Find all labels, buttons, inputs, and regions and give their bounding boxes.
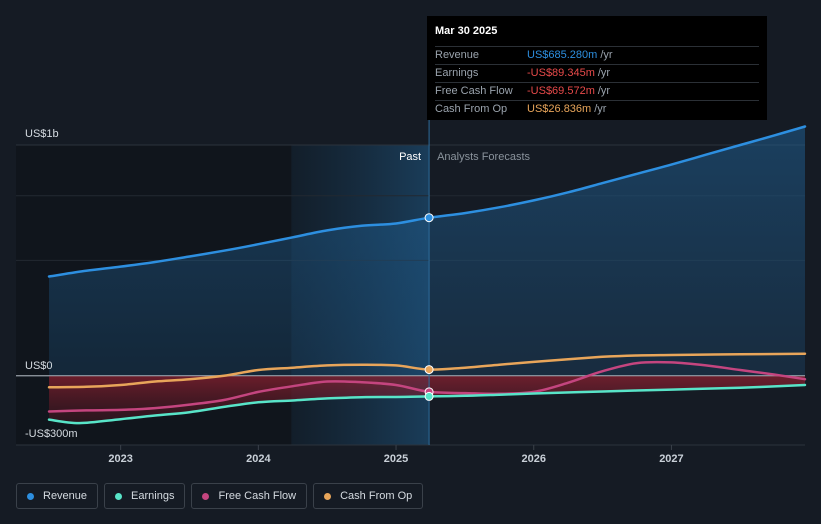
tooltip-row-free-cash-flow: Free Cash Flow -US$69.572m /yr — [435, 82, 759, 100]
tooltip-unit: /yr — [594, 103, 607, 115]
earnings-area — [49, 375, 805, 424]
y-label-top: US$1b — [25, 128, 59, 140]
tooltip-unit: /yr — [597, 85, 611, 97]
tooltip-row-revenue: Revenue US$685.280m /yr — [435, 46, 759, 64]
legend-item-cash-from-op[interactable]: Cash From Op — [313, 483, 424, 509]
legend-label: Free Cash Flow — [218, 490, 297, 502]
line-earnings — [47, 383, 807, 425]
y-label-bottom: -US$300m — [25, 428, 78, 440]
data-tooltip: Mar 30 2025 Revenue US$685.280m /yr Earn… — [427, 16, 767, 120]
tooltip-row-cash-from-op: Cash From Op US$26.836m /yr — [435, 100, 759, 118]
legend-label: Earnings — [131, 490, 175, 502]
tooltip-label: Free Cash Flow — [435, 85, 513, 97]
tooltip-unit: /yr — [597, 67, 611, 79]
legend-dot-icon — [27, 492, 34, 500]
legend-item-earnings[interactable]: Earnings — [104, 483, 186, 509]
line-cash-from-op — [47, 352, 807, 389]
tooltip-date: Mar 30 2025 — [435, 25, 498, 37]
tooltip-value: -US$89.345m — [527, 67, 595, 79]
tooltip-unit: /yr — [600, 49, 613, 61]
legend-label: Revenue — [43, 490, 88, 502]
chart-legend: Revenue Earnings Free Cash Flow Cash Fro… — [16, 483, 424, 509]
forecast-label: Analysts Forecasts — [437, 151, 530, 163]
tooltip-row-earnings: Earnings -US$89.345m /yr — [435, 64, 759, 82]
tooltip-label: Earnings — [435, 67, 479, 79]
past-label: Past — [399, 151, 421, 163]
y-label-zero: US$0 — [25, 360, 53, 372]
legend-item-revenue[interactable]: Revenue — [16, 483, 99, 509]
legend-dot-icon — [115, 492, 123, 500]
tooltip-label: Revenue — [435, 49, 480, 61]
legend-dot-icon — [202, 492, 210, 500]
x-tick-label: 2024 — [246, 453, 271, 465]
tooltip-value: US$685.280m — [527, 49, 598, 61]
tooltip-value: -US$69.572m — [527, 85, 595, 97]
x-tick-label: 2026 — [521, 453, 545, 465]
legend-label: Cash From Op — [340, 490, 413, 502]
legend-item-free-cash-flow[interactable]: Free Cash Flow — [191, 483, 308, 509]
marker-revenue — [424, 213, 434, 223]
x-tick-label: 2025 — [384, 453, 408, 465]
marker-cash-from-op — [424, 365, 434, 375]
legend-dot-icon — [324, 492, 332, 500]
tooltip-label: Cash From Op — [435, 103, 508, 115]
marker-earnings — [424, 391, 434, 401]
x-tick-label: 2023 — [108, 453, 132, 465]
revenue-area — [49, 126, 805, 376]
x-tick-label: 2027 — [659, 453, 683, 465]
tooltip-value: US$26.836m — [527, 103, 592, 115]
